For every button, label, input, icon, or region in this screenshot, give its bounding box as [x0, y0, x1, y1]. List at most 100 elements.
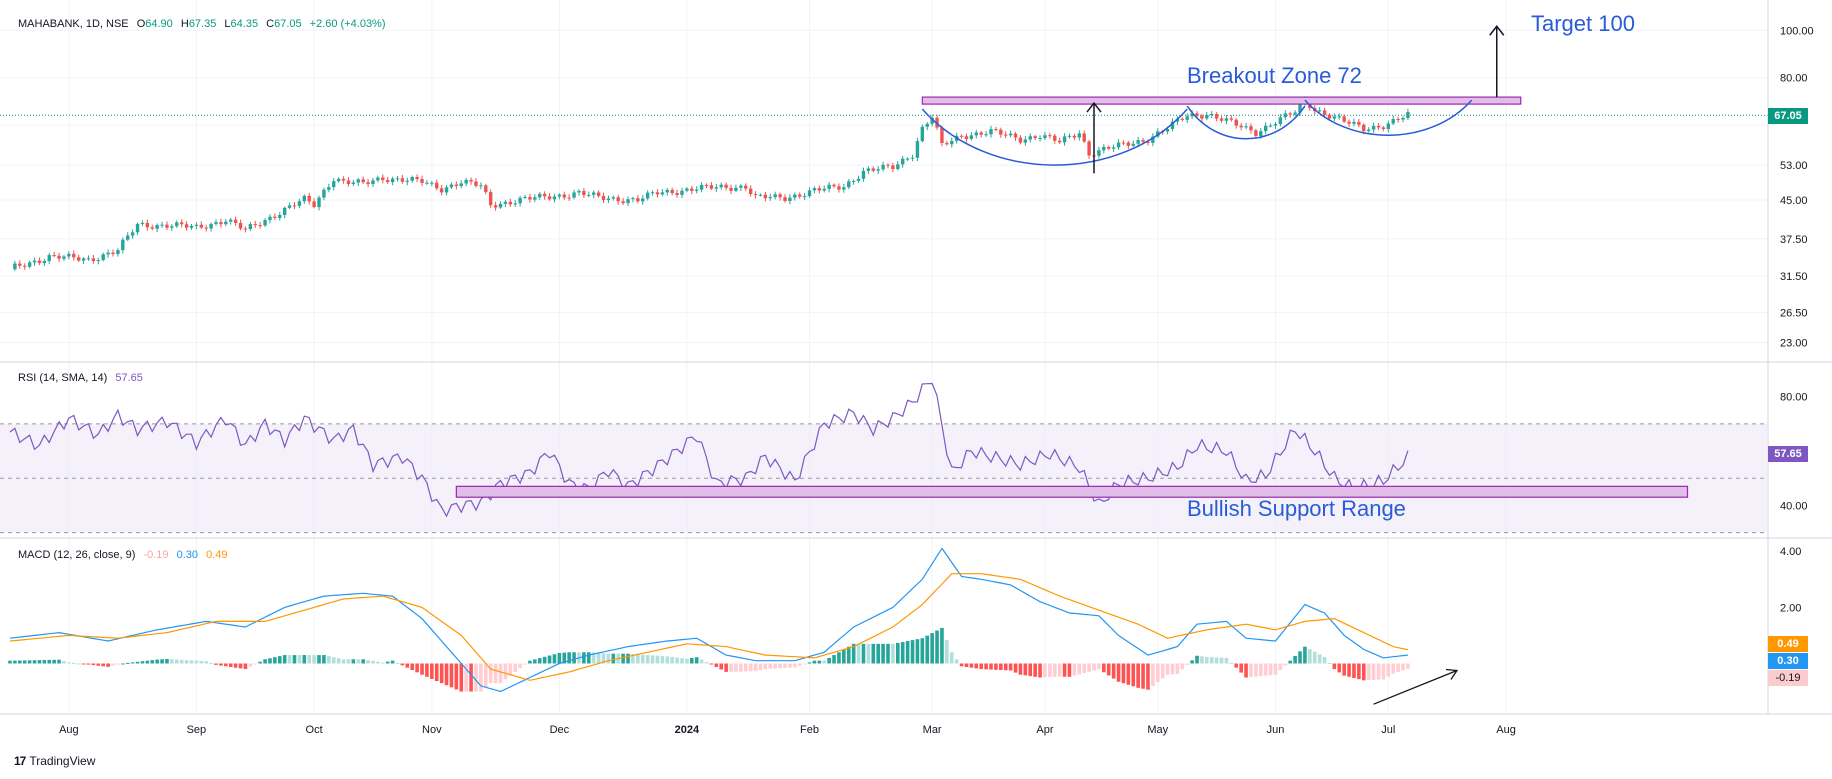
- macd-legend[interactable]: MACD (12, 26, close, 9) -0.19 0.30 0.49: [18, 549, 232, 561]
- macd-hist-bar: [984, 663, 988, 670]
- candle-body: [204, 227, 208, 229]
- macd-hist-bar: [71, 662, 76, 664]
- macd-hist-bar: [1190, 660, 1194, 664]
- candle-body: [748, 188, 753, 195]
- tradingview-brand[interactable]: 17 TradingView: [14, 754, 95, 768]
- macd-hist-bar: [905, 641, 910, 664]
- grid-lines: [0, 0, 1768, 714]
- macd-hist-bar: [331, 657, 336, 664]
- macd-hist-bar: [1352, 663, 1356, 678]
- macd-hist-bar: [1308, 649, 1312, 664]
- macd-hist-bar: [430, 663, 434, 679]
- candle-body: [930, 117, 934, 124]
- candle-body: [538, 193, 542, 198]
- candle-body: [361, 179, 365, 183]
- symbol-label[interactable]: MAHABANK, 1D, NSE: [18, 18, 129, 30]
- target-annotation[interactable]: Target 100: [1531, 11, 1635, 36]
- candle-body: [498, 203, 503, 208]
- drawings[interactable]: [455, 25, 1689, 705]
- macd-hist-bar: [1077, 663, 1082, 675]
- candle-body: [665, 189, 669, 193]
- candle-body: [1263, 125, 1268, 132]
- macd-hist-bar: [1013, 663, 1018, 673]
- macd-line-path: [9, 547, 1408, 693]
- macd-hist-bar: [557, 652, 562, 664]
- candle-body: [1180, 118, 1184, 120]
- macd-hist-bar: [783, 663, 787, 668]
- candle-body: [572, 192, 576, 198]
- candle-body: [1401, 117, 1405, 120]
- macd-hist-bar: [945, 640, 949, 664]
- candle-body: [493, 205, 498, 208]
- candle-body: [1067, 135, 1072, 137]
- macd-hist-bar: [503, 663, 508, 680]
- candle-body: [587, 194, 591, 196]
- candle-body: [611, 197, 616, 199]
- brand-label: TradingView: [29, 754, 96, 768]
- macd-hist-tag: -0.19: [1768, 670, 1808, 686]
- rsi-label[interactable]: RSI (14, SMA, 14): [18, 372, 108, 384]
- price-tick-label: 31.50: [1780, 271, 1808, 283]
- macd-hist-bar: [1062, 663, 1067, 677]
- candle-body: [1033, 136, 1037, 139]
- candle-body: [72, 253, 76, 258]
- candle-body: [287, 205, 292, 208]
- macd-hist-bar: [179, 659, 184, 664]
- support-range-rect[interactable]: [455, 485, 1689, 498]
- x-tick-label: Aug: [1496, 724, 1516, 736]
- candle-body: [332, 181, 336, 188]
- high-value: 67.35: [188, 18, 217, 30]
- candle-body: [1249, 126, 1253, 131]
- macd-hist-bar: [121, 663, 125, 665]
- macd-hist-bar: [1111, 663, 1116, 679]
- cup-arc[interactable]: [1186, 105, 1306, 140]
- candle-body: [729, 187, 733, 191]
- macd-hist-bar: [925, 635, 930, 664]
- rsi-legend[interactable]: RSI (14, SMA, 14) 57.65: [18, 372, 148, 384]
- macd-trend-arrow[interactable]: [1373, 669, 1458, 705]
- macd-hist-bar: [822, 660, 827, 664]
- macd-hist-bar: [1312, 651, 1317, 664]
- candle-body: [52, 255, 56, 257]
- candle-body: [793, 194, 797, 198]
- breakout-zone-rect[interactable]: [921, 96, 1522, 105]
- macd-hist-bar: [27, 660, 32, 664]
- macd-hist-bar: [856, 643, 861, 664]
- macd-hist-bar: [199, 660, 204, 664]
- candle-body: [390, 178, 395, 183]
- macd-hist-bar: [974, 663, 979, 669]
- candle-body: [606, 198, 611, 201]
- candle-body: [802, 196, 807, 198]
- macd-hist-bar: [13, 660, 17, 664]
- macd-hist-bar: [8, 660, 12, 664]
- macd-label[interactable]: MACD (12, 26, close, 9): [18, 549, 136, 561]
- macd-hist-bar: [434, 663, 439, 682]
- macd-hist-bar: [1102, 663, 1106, 673]
- macd-hist-bar: [1136, 663, 1140, 688]
- cup-arc[interactable]: [921, 108, 1188, 166]
- macd-hist-bar: [439, 663, 444, 684]
- macd-hist-bar: [1381, 663, 1386, 680]
- macd-hist-bar: [214, 663, 218, 665]
- candle-body: [621, 201, 625, 204]
- macd-hist-bar: [896, 642, 900, 664]
- candle-body: [650, 192, 655, 194]
- macd-hist-bar: [1165, 663, 1170, 675]
- macd-hist-bar: [1337, 663, 1342, 673]
- macd-hist-bar: [1003, 663, 1008, 671]
- macd-hist-bar: [37, 660, 42, 664]
- breakout-annotation[interactable]: Breakout Zone 72: [1187, 63, 1362, 88]
- cup-arc[interactable]: [1304, 99, 1473, 136]
- macd-hist-bar: [611, 653, 616, 664]
- symbol-legend[interactable]: MAHABANK, 1D, NSE O64.90 H67.35 L64.35 C…: [18, 18, 391, 30]
- macd-hist-bar: [1322, 656, 1327, 664]
- candle-body: [508, 201, 513, 205]
- x-tick-label: Nov: [422, 724, 442, 736]
- candle-body: [1332, 116, 1337, 119]
- candle-body: [37, 260, 42, 264]
- candle-body: [920, 126, 925, 142]
- macd-hist-bar: [748, 663, 753, 672]
- support-annotation[interactable]: Bullish Support Range: [1187, 496, 1406, 521]
- x-tick-label: Oct: [306, 724, 323, 736]
